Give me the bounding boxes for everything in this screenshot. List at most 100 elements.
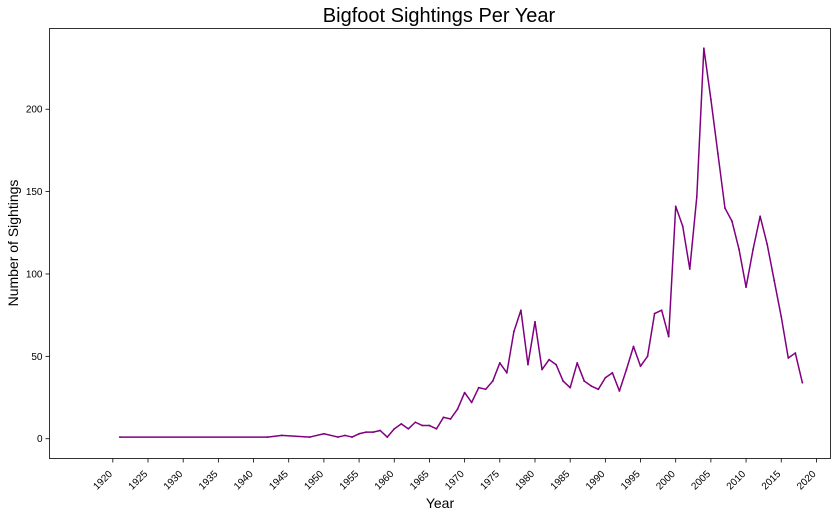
data-point	[604, 376, 607, 379]
data-point	[625, 368, 628, 371]
data-point	[323, 432, 325, 435]
data-point	[752, 248, 754, 251]
data-point	[632, 345, 635, 348]
x-tick-label: 1940	[232, 469, 256, 493]
x-tick-label: 1950	[303, 469, 327, 493]
data-point	[365, 431, 368, 434]
data-point	[548, 358, 550, 361]
data-point	[717, 152, 719, 155]
x-tick-label: 1965	[408, 469, 432, 493]
data-point	[702, 47, 705, 50]
x-tick-label: 2015	[760, 469, 784, 493]
data-point	[766, 243, 769, 246]
data-point	[393, 427, 396, 430]
x-tick-label: 1945	[267, 469, 291, 493]
x-tick-label: 1930	[162, 469, 186, 493]
data-point	[505, 371, 508, 374]
data-point	[484, 388, 487, 391]
data-point	[731, 220, 733, 223]
data-point	[498, 362, 501, 364]
y-axis: 0 50 100 150 200	[26, 105, 50, 445]
chart-title: Bigfoot Sightings Per Year	[323, 5, 556, 27]
x-tick-label: 1980	[514, 469, 538, 493]
data-point	[674, 205, 677, 208]
data-point	[428, 424, 431, 427]
data-point	[541, 368, 543, 371]
data-point	[534, 320, 536, 323]
x-tick-label: 2005	[689, 469, 713, 493]
data-point	[787, 357, 790, 359]
data-point	[400, 423, 403, 425]
data-point	[337, 436, 339, 438]
data-point	[695, 195, 698, 198]
data-point	[512, 330, 515, 333]
data-point	[590, 385, 593, 387]
data-point	[463, 391, 466, 394]
x-tick-label: 1960	[373, 469, 397, 493]
data-point	[520, 309, 522, 312]
data-point	[583, 380, 586, 382]
data-point	[801, 381, 804, 384]
y-tick-label: 200	[26, 105, 43, 116]
data-point	[794, 352, 797, 354]
data-point	[660, 309, 663, 312]
data-point	[344, 434, 346, 437]
data-point	[435, 427, 438, 430]
y-axis-label: Number of Sightings	[5, 180, 21, 307]
data-point	[646, 355, 649, 358]
data-point	[709, 98, 712, 101]
data-point	[491, 380, 494, 382]
data-point	[379, 429, 382, 432]
data-point	[618, 390, 621, 392]
data-point	[527, 363, 529, 366]
data-point	[688, 268, 691, 270]
data-point	[653, 312, 656, 315]
data-point	[477, 386, 480, 389]
y-tick-label: 100	[26, 269, 43, 280]
data-point	[780, 315, 783, 318]
data-point	[569, 386, 572, 389]
y-tick-label: 50	[31, 352, 43, 363]
x-tick-label: 1995	[619, 469, 643, 493]
data-point	[639, 365, 642, 368]
data-points	[118, 47, 804, 438]
data-point	[308, 436, 311, 438]
x-tick-label: 1935	[197, 469, 221, 493]
data-point	[597, 388, 600, 391]
data-point	[449, 418, 452, 420]
x-axis: 1920 1925 1930 1935 1940 1945 1950 1955 1960 1965…	[91, 458, 819, 493]
data-point	[456, 408, 459, 410]
x-axis-label: Year	[426, 495, 455, 511]
data-point	[407, 427, 410, 430]
x-tick-label: 2010	[725, 469, 749, 493]
x-tick-label: 2020	[795, 469, 819, 493]
data-point	[470, 401, 473, 404]
data-point	[266, 436, 269, 438]
data-point	[773, 279, 776, 282]
data-point	[681, 225, 684, 228]
y-tick-label: 150	[26, 187, 43, 198]
x-tick-label: 1985	[549, 469, 573, 493]
data-point	[611, 371, 614, 374]
x-tick-label: 1975	[478, 469, 502, 493]
x-tick-label: 2000	[654, 469, 678, 493]
data-point	[745, 286, 747, 289]
data-point	[738, 248, 740, 251]
x-tick-label: 1925	[127, 469, 151, 493]
data-point	[555, 363, 557, 366]
data-point	[386, 436, 389, 438]
x-tick-label: 1955	[338, 469, 362, 493]
data-point	[576, 362, 579, 364]
x-tick-label: 1920	[91, 469, 115, 493]
data-point	[280, 434, 283, 437]
data-point	[562, 380, 565, 382]
y-tick-label: 0	[37, 434, 43, 445]
data-point	[759, 215, 762, 218]
data-point	[414, 421, 417, 424]
data-point	[421, 424, 424, 427]
data-point	[351, 436, 353, 438]
data-point	[442, 416, 445, 419]
series-line	[119, 47, 804, 438]
plot-area	[49, 28, 831, 459]
